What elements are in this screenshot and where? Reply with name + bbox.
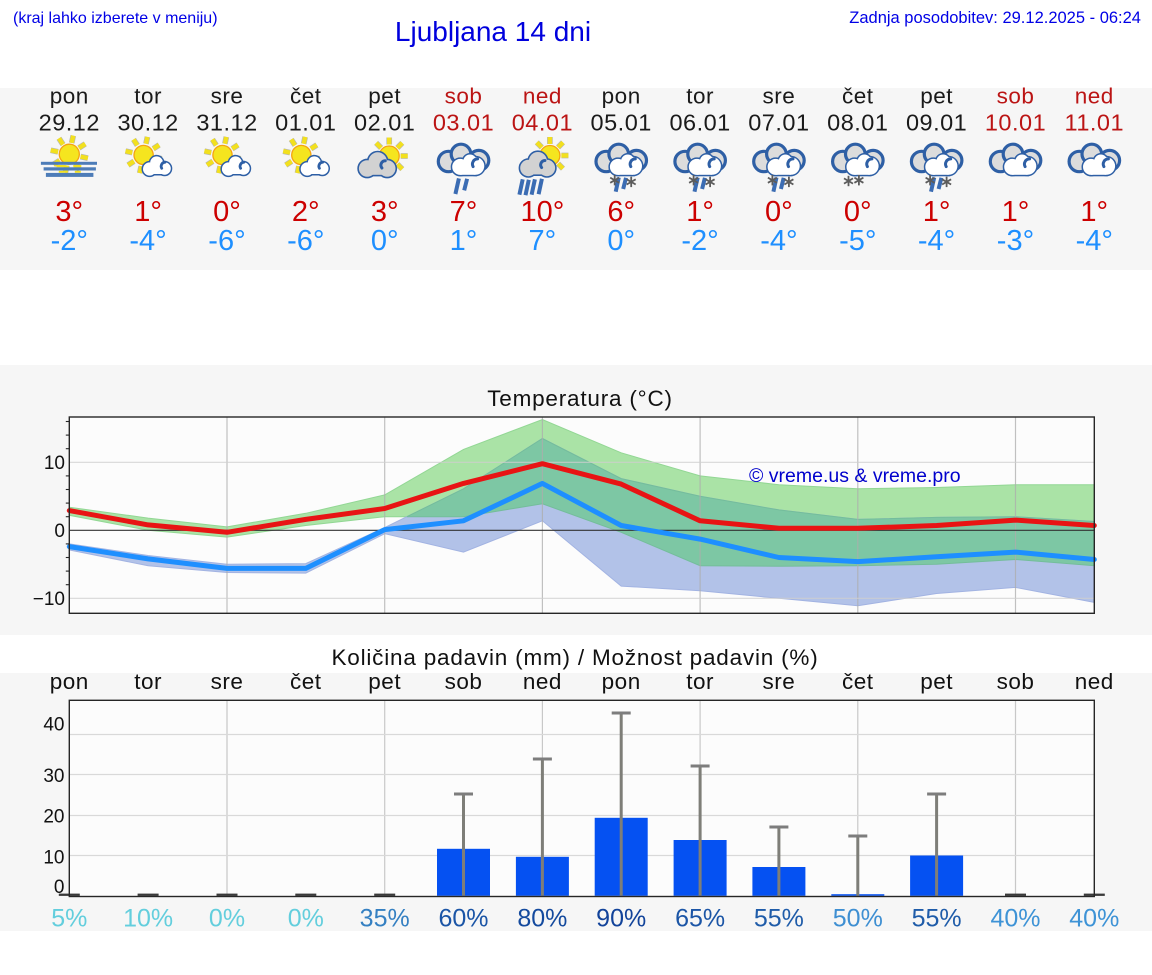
svg-text:7°: 7° [529,225,557,257]
svg-text:Zadnja posodobitev: 29.12.2025: Zadnja posodobitev: 29.12.2025 - 06:24 [849,9,1141,27]
svg-text:sob: sob [997,669,1035,694]
svg-text:sre: sre [763,84,796,109]
svg-text:6°: 6° [607,196,635,228]
svg-text:90%: 90% [596,905,646,933]
svg-text:čet: čet [842,669,874,694]
svg-text:0: 0 [54,877,65,898]
svg-text:80%: 80% [517,905,567,933]
svg-text:-5°: -5° [839,225,876,257]
svg-text:30: 30 [43,766,64,787]
svg-text:5%: 5% [51,905,87,933]
svg-text:Temperatura (°C): Temperatura (°C) [487,386,673,411]
svg-text:60%: 60% [438,905,488,933]
svg-text:-3°: -3° [997,225,1034,257]
svg-text:0: 0 [54,521,65,542]
svg-text:(kraj lahko izberete v meniju): (kraj lahko izberete v meniju) [13,10,218,27]
svg-text:05.01: 05.01 [591,110,652,136]
svg-text:50%: 50% [833,905,883,933]
svg-text:3°: 3° [55,196,83,228]
svg-text:65%: 65% [675,905,725,933]
svg-text:10°: 10° [520,196,564,228]
svg-text:0°: 0° [371,225,399,257]
svg-text:0°: 0° [844,196,872,228]
svg-text:10%: 10% [123,905,173,933]
svg-text:1°: 1° [1080,196,1108,228]
svg-text:06.01: 06.01 [669,110,730,136]
svg-text:© vreme.us & vreme.pro: © vreme.us & vreme.pro [749,465,961,487]
svg-text:03.01: 03.01 [433,110,494,136]
svg-text:tor: tor [686,84,714,109]
svg-text:Količina padavin (mm) / Možnos: Količina padavin (mm) / Možnost padavin … [331,645,818,670]
svg-text:sob: sob [445,84,483,109]
svg-text:Ljubljana 14 dni: Ljubljana 14 dni [395,16,591,47]
svg-text:3°: 3° [371,196,399,228]
svg-text:pon: pon [602,84,641,109]
svg-text:1°: 1° [686,196,714,228]
svg-text:čet: čet [290,84,322,109]
svg-text:ned: ned [523,669,562,694]
svg-text:sob: sob [445,669,483,694]
svg-text:0%: 0% [209,905,245,933]
svg-text:sre: sre [763,669,796,694]
svg-text:sre: sre [211,84,244,109]
svg-text:35%: 35% [360,905,410,933]
svg-text:08.01: 08.01 [827,110,888,136]
svg-text:1°: 1° [923,196,951,228]
svg-text:10: 10 [43,847,64,868]
svg-text:07.01: 07.01 [748,110,809,136]
svg-text:-4°: -4° [129,225,166,257]
svg-text:ned: ned [1075,669,1114,694]
svg-text:tor: tor [134,669,162,694]
svg-text:55%: 55% [754,905,804,933]
svg-text:pet: pet [920,84,953,109]
svg-text:pon: pon [50,84,89,109]
svg-text:40%: 40% [1069,905,1119,933]
svg-text:-6°: -6° [208,225,245,257]
svg-text:02.01: 02.01 [354,110,415,136]
svg-text:30.12: 30.12 [117,110,178,136]
svg-text:01.01: 01.01 [275,110,336,136]
svg-text:2°: 2° [292,196,320,228]
svg-text:pon: pon [602,669,641,694]
svg-text:40%: 40% [990,905,1040,933]
svg-text:0%: 0% [288,905,324,933]
svg-text:-4°: -4° [1076,225,1113,257]
svg-text:ned: ned [523,84,562,109]
svg-text:1°: 1° [134,196,162,228]
svg-text:-2°: -2° [681,225,718,257]
svg-text:0°: 0° [213,196,241,228]
svg-text:10.01: 10.01 [985,110,1046,136]
svg-text:ned: ned [1075,84,1114,109]
svg-text:pet: pet [368,84,401,109]
svg-text:tor: tor [686,669,714,694]
svg-text:04.01: 04.01 [512,110,573,136]
svg-text:čet: čet [842,84,874,109]
svg-text:sob: sob [997,84,1035,109]
svg-text:1°: 1° [450,225,478,257]
svg-text:-4°: -4° [918,225,955,257]
svg-text:55%: 55% [912,905,962,933]
svg-text:pet: pet [368,669,401,694]
svg-text:pon: pon [50,669,89,694]
svg-text:11.01: 11.01 [1065,110,1125,136]
svg-text:-6°: -6° [287,225,324,257]
svg-text:20: 20 [43,807,64,828]
svg-text:-4°: -4° [760,225,797,257]
svg-text:40: 40 [43,715,64,736]
svg-text:sre: sre [211,669,244,694]
svg-text:−10: −10 [33,589,65,610]
svg-text:09.01: 09.01 [906,110,967,136]
svg-text:čet: čet [290,669,322,694]
svg-text:-2°: -2° [51,225,88,257]
svg-text:10: 10 [44,453,65,474]
svg-text:tor: tor [134,84,162,109]
svg-text:pet: pet [920,669,953,694]
svg-text:31.12: 31.12 [196,110,257,136]
svg-text:29.12: 29.12 [39,110,100,136]
svg-text:0°: 0° [607,225,635,257]
svg-text:0°: 0° [765,196,793,228]
svg-text:7°: 7° [450,196,478,228]
svg-text:1°: 1° [1002,196,1030,228]
